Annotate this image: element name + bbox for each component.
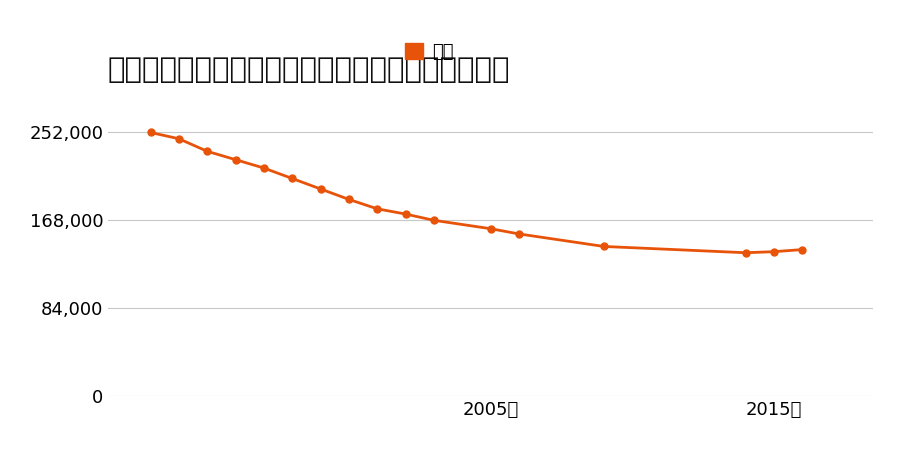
Text: 愛知県名古屋市熱田区玉の井町３０５番の地価推移: 愛知県名古屋市熱田区玉の井町３０５番の地価推移: [108, 56, 510, 84]
Legend: 価格: 価格: [405, 43, 454, 61]
